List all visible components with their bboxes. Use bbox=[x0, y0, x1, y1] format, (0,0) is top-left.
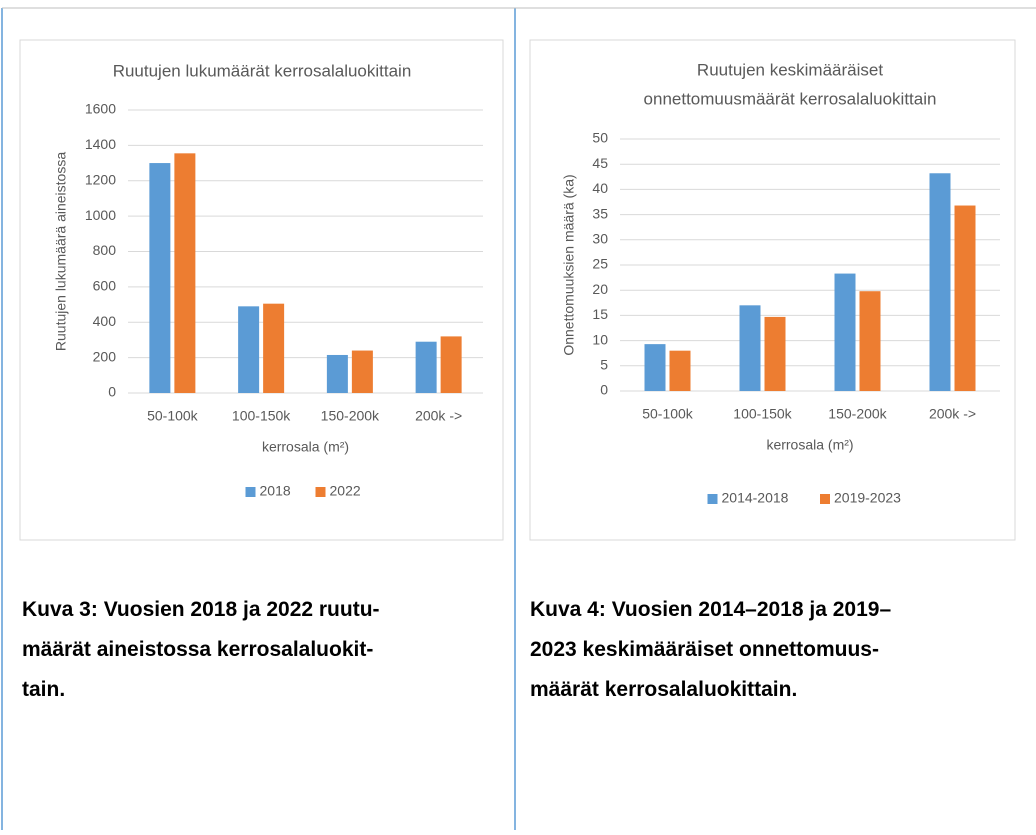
legend-swatch bbox=[315, 487, 326, 497]
y-tick-label: 1200 bbox=[85, 171, 116, 187]
y-tick-label: 0 bbox=[108, 384, 116, 400]
bar bbox=[669, 350, 691, 391]
legend-swatch bbox=[820, 494, 830, 504]
bar bbox=[263, 303, 285, 393]
x-tick-label: 150-200k bbox=[321, 408, 380, 424]
y-tick-label: 1000 bbox=[85, 207, 116, 223]
chart-frame bbox=[19, 39, 504, 541]
y-tick-label: 40 bbox=[592, 180, 608, 196]
y-tick-label: 45 bbox=[592, 155, 608, 171]
legend-label: 2022 bbox=[330, 483, 361, 499]
caption: 2023 keskimääräiset onnettomuus- bbox=[530, 638, 879, 661]
legend-label: 2019-2023 bbox=[834, 490, 901, 506]
bar bbox=[954, 205, 976, 391]
y-tick-label: 400 bbox=[93, 313, 117, 329]
bar bbox=[415, 341, 437, 393]
bar bbox=[351, 350, 373, 393]
bar bbox=[174, 153, 196, 393]
y-tick-label: 1600 bbox=[85, 101, 116, 117]
y-tick-label: 20 bbox=[592, 281, 608, 297]
caption: Kuva 3: Vuosien 2018 ja 2022 ruutu- bbox=[22, 598, 380, 621]
y-tick-label: 5 bbox=[600, 357, 608, 373]
y-axis-label: Onnettomuuksien määrä (ka) bbox=[561, 174, 577, 355]
y-tick-label: 1400 bbox=[85, 136, 116, 152]
bar bbox=[834, 273, 856, 391]
y-tick-label: 25 bbox=[592, 256, 608, 272]
legend-label: 2018 bbox=[260, 483, 291, 499]
x-tick-label: 100-150k bbox=[733, 406, 792, 422]
x-axis-label: kerrosala (m²) bbox=[766, 437, 853, 453]
bar bbox=[764, 316, 786, 391]
legend-label: 2014-2018 bbox=[722, 490, 789, 506]
chart-title: onnettomuusmäärät kerrosalaluokittain bbox=[644, 89, 937, 108]
x-tick-label: 50-100k bbox=[147, 408, 199, 424]
bar bbox=[238, 306, 260, 393]
x-tick-label: 200k -> bbox=[415, 408, 462, 424]
bar bbox=[326, 354, 348, 393]
y-tick-label: 50 bbox=[592, 130, 608, 146]
caption: Kuva 4: Vuosien 2014–2018 ja 2019– bbox=[530, 598, 891, 621]
bar bbox=[859, 291, 881, 391]
y-tick-label: 15 bbox=[592, 306, 608, 322]
caption: määrät kerrosalaluokittain. bbox=[530, 678, 797, 701]
y-tick-label: 200 bbox=[93, 348, 117, 364]
bar bbox=[929, 173, 951, 391]
legend-swatch bbox=[245, 487, 256, 497]
y-tick-label: 0 bbox=[600, 382, 608, 398]
caption: määrät aineistossa kerrosalaluokit- bbox=[22, 638, 373, 661]
y-tick-label: 30 bbox=[592, 231, 608, 247]
y-tick-label: 35 bbox=[592, 205, 608, 221]
caption: tain. bbox=[22, 678, 65, 701]
bar bbox=[644, 344, 666, 391]
x-tick-label: 200k -> bbox=[929, 406, 976, 422]
bar bbox=[739, 305, 761, 391]
bar bbox=[149, 163, 171, 393]
y-tick-label: 600 bbox=[93, 278, 117, 294]
y-tick-label: 800 bbox=[93, 242, 117, 258]
legend-swatch bbox=[707, 494, 718, 504]
chart-title: Ruutujen lukumäärät kerrosalaluokittain bbox=[113, 61, 412, 80]
x-tick-label: 100-150k bbox=[232, 408, 291, 424]
x-axis-label: kerrosala (m²) bbox=[262, 439, 349, 455]
x-tick-label: 50-100k bbox=[642, 406, 694, 422]
bar bbox=[440, 336, 462, 393]
chart-title: Ruutujen keskimääräiset bbox=[697, 60, 883, 79]
y-tick-label: 10 bbox=[592, 331, 608, 347]
y-axis-label: Ruutujen lukumäärä aineistossa bbox=[53, 152, 69, 351]
x-tick-label: 150-200k bbox=[828, 406, 887, 422]
